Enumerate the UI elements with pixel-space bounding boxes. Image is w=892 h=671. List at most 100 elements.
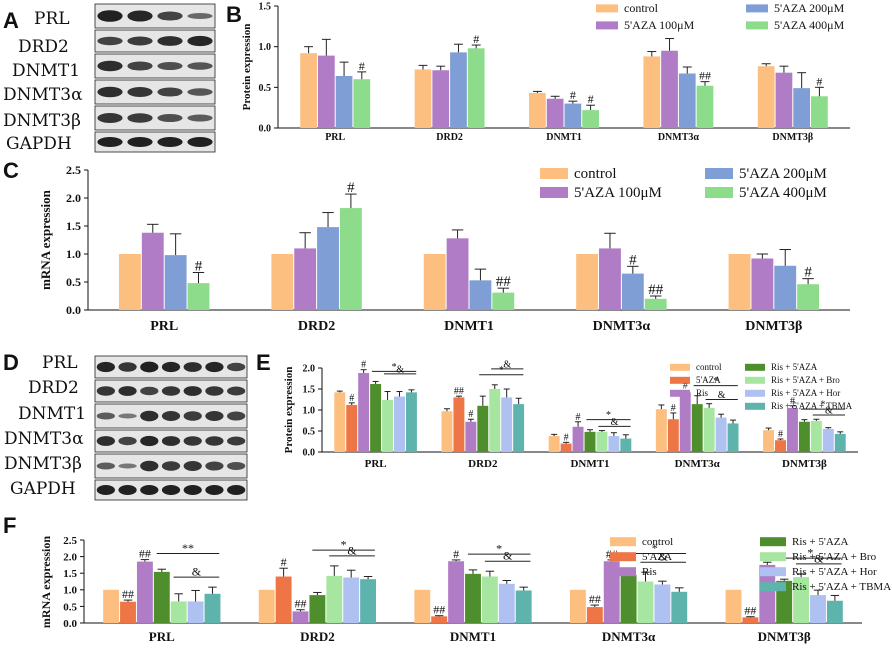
chart-e-legend-swatch-2 [670,376,690,384]
chart-b-significance-5: # [816,74,822,88]
chart-f-bar-s2-c4 [759,564,776,623]
blot-d-label-drd2: DRD2 [28,378,79,398]
chart-e-bar-s1-c0 [346,404,358,452]
chart-f-y-tick-label-5: 2.5 [63,535,77,547]
chart-c-legend-label-2: 5'AZA 100μM [574,185,662,201]
blot-a-strip-1-band-3 [187,35,213,47]
chart-c-y-axis-label: mRNA expression [38,189,53,290]
chart-f-legend-swatch-0 [610,537,636,547]
chart-c-x-tick-label-4: DNMT3β [745,319,802,334]
chart-e-legend-label-2: 5'AZA [696,375,721,385]
chart-b-bar-s1-c1 [432,70,450,128]
chart-e-y-axis-label: Protein expression [283,367,295,454]
chart-b-bar-s3-c4 [811,96,828,128]
chart-e-significance-5: # [576,412,581,423]
chart-e-bar-s3-c4 [798,421,810,452]
chart-b-bar-s3-c3 [696,85,714,128]
chart-f-bar-s3-c3 [620,574,637,623]
chart-f-bar-s5-c1 [343,577,360,623]
chart-b-bar-s0-c2 [529,93,546,128]
chart-f-bracket-label-5: & [503,549,513,563]
chart-f-significance-2: # [281,555,287,569]
chart-f-legend-label-0: control [642,536,673,548]
blot-d-strip-4-band-4 [183,460,202,472]
chart-f-bar-s1-c3 [586,607,603,623]
chart-e-bar-s4-c0 [382,399,394,452]
chart-e-bar-s6-c3 [727,423,739,452]
blot-d-strip-2-band-6 [227,411,246,421]
chart-b-bar-s1-c0 [317,55,335,128]
chart-c-significance-2: ## [496,274,512,290]
chart-e-bracket-label-1: & [396,364,404,375]
chart-c-y-tick-label-5: 2.5 [66,163,81,177]
chart-e-legend-swatch-5 [745,389,765,397]
chart-f-bracket-label-6: * [652,541,658,555]
blot-a-label-prl: PRL [34,9,70,29]
chart-e-bar-s0-c4 [763,430,775,452]
chart-e-significance-3: # [468,409,473,420]
chart-c-bar-s2-c4 [774,265,797,310]
chart-f-y-tick-label-4: 2.0 [63,551,77,563]
chart-e-bar-s4-c3 [703,407,715,452]
blot-d-strip-0-band-6 [227,362,246,372]
blot-a-strip-1 [94,29,216,53]
chart-e-bar-s6-c4 [834,433,846,452]
chart-f-significance-3: ## [295,597,307,611]
chart-f-bar-s3-c1 [309,595,326,623]
chart-b-significance-4: ## [699,69,711,83]
chart-c-bar-s3-c0 [187,283,210,310]
chart-f-bar-s6-c1 [360,579,377,623]
chart-b-bar-s2-c4 [793,88,811,128]
blot-d-strip-4-band-0 [96,462,115,470]
blot-a-strip-0-band-0 [97,10,123,22]
chart-e-bar-s4-c2 [596,431,608,452]
chart-f-legend-swatch-5 [760,567,786,577]
chart-e-bracket-label-9: & [825,406,833,417]
chart-f-bracket-label-8: * [807,546,813,560]
chart-c-y-tick-label-1: 0.5 [66,275,81,289]
chart-f-bar-s2-c3 [603,561,620,623]
chart-f-bar-s0-c0 [103,589,120,623]
chart-f-bar-s1-c4 [742,617,759,623]
chart-f-x-tick-label-3: DNMT3α [602,629,656,644]
chart-c-bar-s1-c1 [294,248,317,310]
chart-f-legend-swatch-3 [760,552,786,562]
blot-a-strip-4-band-2 [157,113,183,123]
chart-e-bar-s5-c3 [715,417,727,452]
chart-e-significance-6: # [671,403,676,414]
chart-b-legend-swatch-3 [746,21,768,30]
chart-e-bracket-label-8: * [820,400,825,411]
chart-e-bar-s6-c0 [405,392,417,452]
chart-e-protein-expression: 0.0 0.5 1.0 1.5 2.0 Protein expression PRL DRD2… [283,359,858,470]
blot-a-label-dnmt3a: DNMT3α [3,85,83,105]
blot-d-label-dnmt3a: DNMT3α [4,429,84,449]
chart-e-bar-s2-c1 [465,421,477,452]
panel-letter-e: E [256,350,271,375]
blot-d-strip-5-band-1 [118,485,137,495]
chart-f-bar-s2-c2 [448,561,465,623]
chart-c-bar-s1-c2 [446,238,469,310]
blot-d-strip-4-band-2 [140,460,159,472]
chart-f-bar-s4-c1 [326,575,343,623]
blot-d-strip-1-band-3 [161,386,181,396]
chart-f-bar-s1-c2 [431,616,448,623]
blot-a-strip-5-band-1 [127,137,153,147]
blot-d-strip-5-band-2 [140,485,159,495]
blot-d-strip-0-band-3 [161,361,181,373]
chart-f-y-tick-label-3: 1.5 [63,568,77,580]
chart-b-bar-s2-c2 [564,103,582,128]
blot-d-strip-1-band-1 [118,386,137,396]
blot-d-strip-3-band-5 [205,436,224,446]
blot-a-strip-4-band-1 [127,113,153,123]
blot-a-strip-2-band-1 [127,61,153,71]
blot-d-strip-3-band-3 [161,436,181,446]
blot-a-strip-5-band-0 [97,137,123,147]
chart-f-x-tick-label-0: PRL [149,629,175,644]
chart-b-bar-s2-c1 [450,52,467,128]
chart-b-bar-s3-c1 [467,48,485,128]
chart-b-legend-swatch-0 [596,4,618,13]
chart-e-bar-s1-c2 [560,443,572,452]
chart-c-bar-s0-c3 [576,254,599,310]
chart-f-bar-s4-c2 [481,576,498,623]
chart-f-significance-5: # [453,547,459,561]
